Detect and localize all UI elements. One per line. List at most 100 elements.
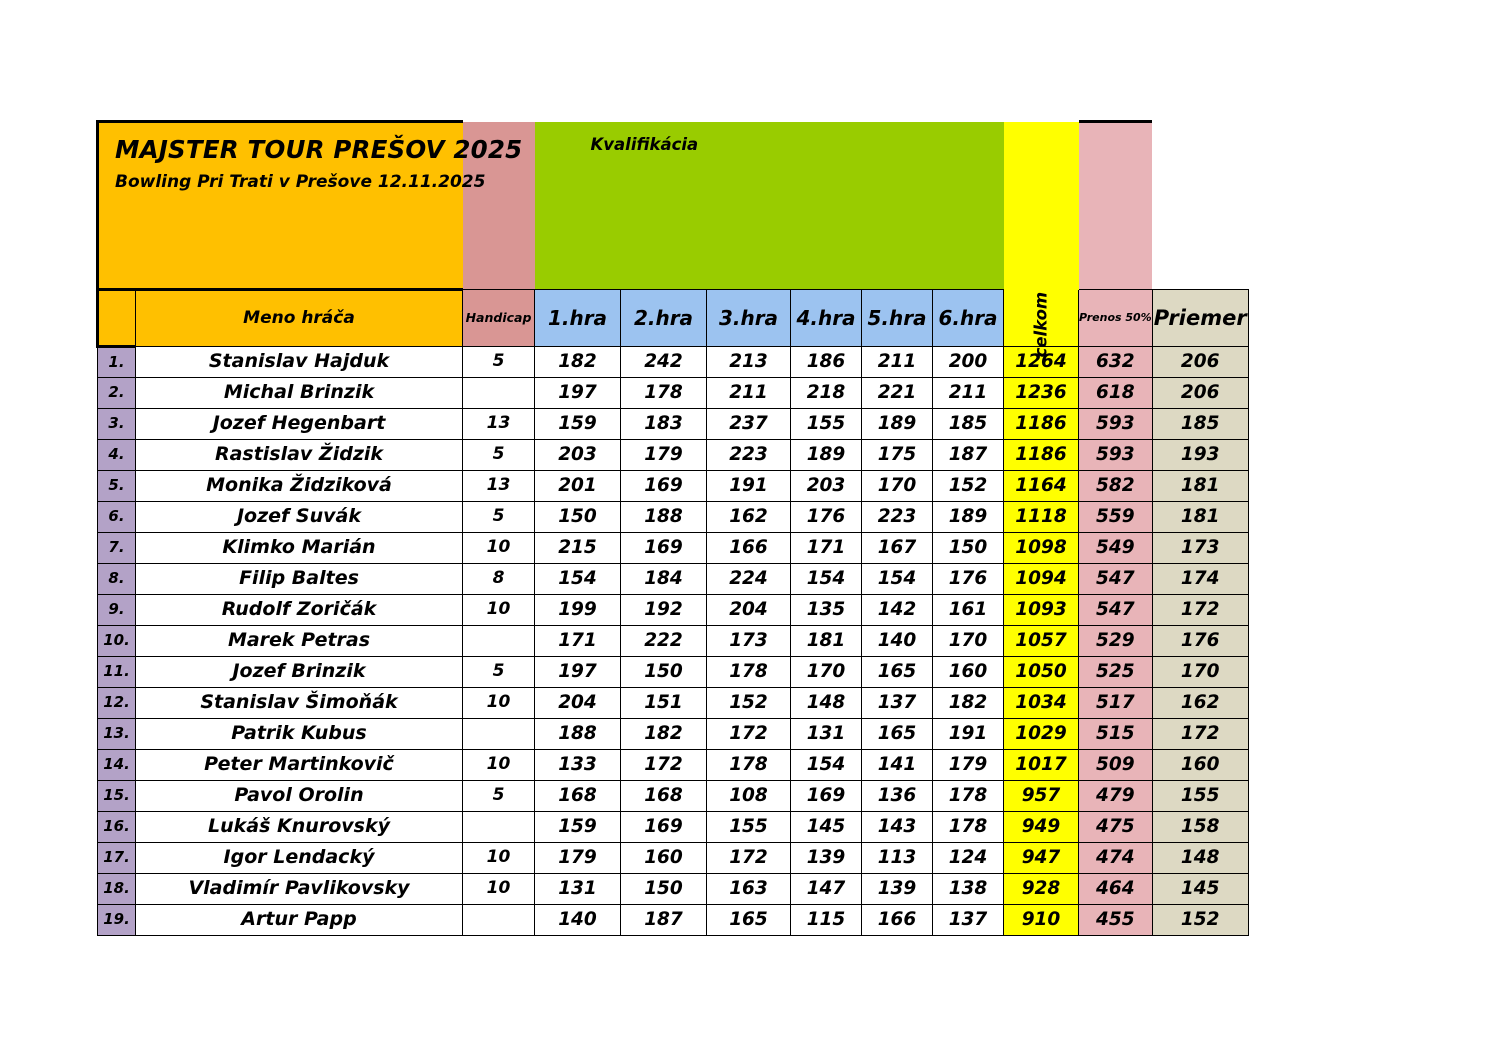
table-row[interactable]: 8. Filip Baltes 8 154 184 224 154 154 176 1094 547… (97, 563, 1249, 595)
row-game-5: 165 (861, 656, 933, 688)
table-row[interactable]: 17. Igor Lendacký 10 179 160 172 139 113 124 947 4… (97, 842, 1249, 874)
row-total: 1057 (1003, 625, 1079, 657)
table-row[interactable]: 16. Lukáš Knurovský 159 169 155 145 143 178 949 4… (97, 811, 1249, 843)
row-game-1: 201 (534, 470, 621, 502)
row-rank: 4. (97, 439, 136, 471)
blank-band (1152, 121, 1249, 290)
row-average: 162 (1151, 687, 1249, 719)
table-row[interactable]: 3. Jozef Hegenbart 13 159 183 237 155 189 185 118… (97, 408, 1249, 440)
row-game-5: 211 (861, 346, 933, 378)
row-game-3: 224 (706, 563, 791, 595)
row-game-3: 165 (706, 904, 791, 936)
row-average: 155 (1151, 780, 1249, 812)
row-player-name: Marek Petras (135, 625, 463, 657)
row-average: 181 (1151, 470, 1249, 502)
row-game-3: 237 (706, 408, 791, 440)
header-total (1003, 289, 1079, 347)
row-game-3: 191 (706, 470, 791, 502)
row-handicap (462, 625, 535, 657)
table-row[interactable]: 9. Rudolf Zoričák 10 199 192 204 135 142 161 1093… (97, 594, 1249, 626)
row-prenos: 517 (1078, 687, 1153, 719)
row-game-3: 178 (706, 656, 791, 688)
row-game-3: 166 (706, 532, 791, 564)
row-game-5: 141 (861, 749, 933, 781)
row-game-5: 154 (861, 563, 933, 595)
table-row[interactable]: 10. Marek Petras 171 222 173 181 140 170 1057 529… (97, 625, 1249, 657)
row-game-5: 113 (861, 842, 933, 874)
row-game-6: 124 (932, 842, 1004, 874)
table-row[interactable]: 5. Monika Židziková 13 201 169 191 203 170 152 11… (97, 470, 1249, 502)
row-total: 1164 (1003, 470, 1079, 502)
header-average: Priemer (1151, 289, 1249, 347)
row-game-2: 178 (620, 377, 707, 409)
row-game-3: 152 (706, 687, 791, 719)
row-game-2: 169 (620, 811, 707, 843)
row-game-2: 182 (620, 718, 707, 750)
row-game-2: 168 (620, 780, 707, 812)
row-rank: 9. (97, 594, 136, 626)
row-prenos: 549 (1078, 532, 1153, 564)
table-row[interactable]: 14. Peter Martinkovič 10 133 172 178 154 141 179… (97, 749, 1249, 781)
row-game-3: 172 (706, 842, 791, 874)
table-row[interactable]: 13. Patrik Kubus 188 182 172 131 165 191 1029 515… (97, 718, 1249, 750)
row-average: 172 (1151, 594, 1249, 626)
row-game-1: 179 (534, 842, 621, 874)
row-prenos: 593 (1078, 439, 1153, 471)
row-rank: 7. (97, 532, 136, 564)
row-handicap: 10 (462, 749, 535, 781)
row-handicap: 5 (462, 439, 535, 471)
table-row[interactable]: 4. Rastislav Židzik 5 203 179 223 189 175 187 118… (97, 439, 1249, 471)
row-prenos: 632 (1078, 346, 1153, 378)
row-prenos: 529 (1078, 625, 1153, 657)
table-row[interactable]: 19. Artur Papp 140 187 165 115 166 137 910 455 152 (97, 904, 1249, 936)
table-row[interactable]: 2. Michal Brinzik 197 178 211 218 221 211 1236 61… (97, 377, 1249, 409)
row-game-3: 163 (706, 873, 791, 905)
row-game-5: 223 (861, 501, 933, 533)
row-prenos: 525 (1078, 656, 1153, 688)
row-game-2: 184 (620, 563, 707, 595)
row-game-2: 242 (620, 346, 707, 378)
row-rank: 11. (97, 656, 136, 688)
row-game-6: 191 (932, 718, 1004, 750)
row-game-2: 169 (620, 532, 707, 564)
row-game-4: 115 (790, 904, 862, 936)
row-game-4: 203 (790, 470, 862, 502)
row-total: 1098 (1003, 532, 1079, 564)
row-player-name: Michal Brinzik (135, 377, 463, 409)
row-average: 206 (1151, 346, 1249, 378)
row-prenos: 559 (1078, 501, 1153, 533)
row-prenos: 582 (1078, 470, 1153, 502)
row-game-3: 204 (706, 594, 791, 626)
table-row[interactable]: 6. Jozef Suvák 5 150 188 162 176 223 189 1118 559 1… (97, 501, 1249, 533)
row-game-3: 213 (706, 346, 791, 378)
row-game-6: 160 (932, 656, 1004, 688)
row-game-1: 159 (534, 811, 621, 843)
row-game-5: 142 (861, 594, 933, 626)
table-row[interactable]: 1. Stanislav Hajduk 5 182 242 213 186 211 200 126… (97, 346, 1249, 378)
row-game-2: 183 (620, 408, 707, 440)
table-row[interactable]: 7. Klimko Marián 10 215 169 166 171 167 150 1098 5… (97, 532, 1249, 564)
row-total: 1050 (1003, 656, 1079, 688)
row-game-4: 181 (790, 625, 862, 657)
table-row[interactable]: 11. Jozef Brinzik 5 197 150 178 170 165 160 1050 5… (97, 656, 1249, 688)
row-player-name: Igor Lendacký (135, 842, 463, 874)
row-average: 158 (1151, 811, 1249, 843)
row-handicap: 5 (462, 656, 535, 688)
row-game-1: 154 (534, 563, 621, 595)
table-row[interactable]: 15. Pavol Orolin 5 168 168 108 169 136 178 957 479… (97, 780, 1249, 812)
qualification-label: Kvalifikácia (590, 134, 699, 154)
row-game-2: 187 (620, 904, 707, 936)
row-game-4: 170 (790, 656, 862, 688)
table-row[interactable]: 18. Vladimír Pavlikovsky 10 131 150 163 147 139… (97, 873, 1249, 905)
tournament-title: MAJSTER TOUR PREŠOV 2025 (115, 135, 523, 164)
row-prenos: 547 (1078, 594, 1153, 626)
row-game-6: 179 (932, 749, 1004, 781)
row-game-5: 170 (861, 470, 933, 502)
table-row[interactable]: 12. Stanislav Šimoňák 10 204 151 152 148 137 182… (97, 687, 1249, 719)
results-body: 1. Stanislav Hajduk 5 182 242 213 186 211 200 126… (97, 346, 1249, 936)
row-game-3: 155 (706, 811, 791, 843)
row-player-name: Rudolf Zoričák (135, 594, 463, 626)
row-rank: 18. (97, 873, 136, 905)
row-prenos: 618 (1078, 377, 1153, 409)
